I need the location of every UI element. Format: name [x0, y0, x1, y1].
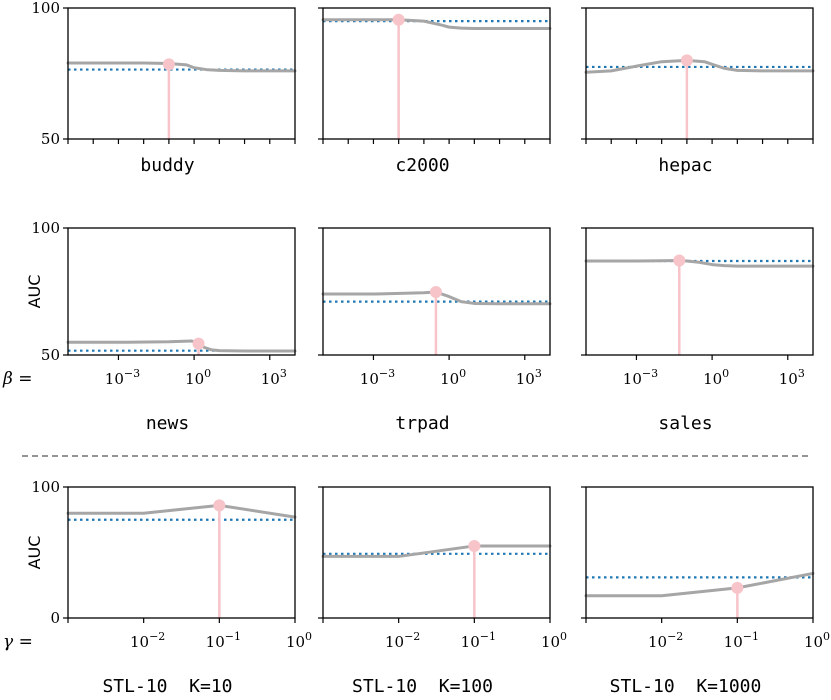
x-axis-label: β =: [2, 369, 32, 389]
x-tick-label: 100: [440, 367, 466, 388]
panel-title: STL-10 K=100: [352, 676, 493, 697]
y-tick-label: 100: [31, 478, 60, 496]
plot-frame: [67, 7, 296, 140]
best-point: [673, 254, 686, 267]
series-line: [584, 571, 815, 598]
panel-title: hepac: [658, 155, 712, 176]
panel-title: news: [146, 413, 189, 434]
x-tick-label: 10−3: [360, 367, 395, 388]
panel-6: 0 100 10−2 10−1 100 γ = AUC STL-10 K=10: [3, 478, 312, 697]
series-line: [584, 259, 815, 268]
panel-8: 10−2 10−1 100 STL-10 K=1000: [581, 486, 830, 697]
panel-3: 50 100 10−3 100 103 β = AUC news: [2, 219, 297, 434]
x-tick-label: 10−3: [105, 367, 140, 388]
x-tick-label: 100: [703, 367, 729, 388]
panel-7: 10−2 10−1 100 STL-10 K=100: [318, 486, 567, 697]
series-line: [321, 18, 552, 30]
y-axis-label: AUC: [25, 536, 44, 570]
best-point: [392, 13, 405, 26]
x-tick-label: 10−3: [623, 367, 658, 388]
panel-5: 10−3 100 103 sales: [581, 227, 815, 434]
best-point: [192, 337, 205, 350]
series-line: [321, 290, 552, 306]
x-axis-label: γ =: [3, 632, 33, 652]
x-tick-label: 100: [185, 367, 211, 388]
x-tick-label: 100: [804, 630, 830, 651]
x-tick-label: 100: [286, 630, 312, 651]
best-point: [731, 581, 744, 594]
plot-frame: [585, 227, 814, 356]
x-tick-label: 10−1: [724, 630, 759, 651]
panel-title: c2000: [395, 155, 449, 176]
x-tick-label: 10−1: [461, 630, 496, 651]
plot-frame: [585, 486, 814, 619]
panel-4: 10−3 100 103 trpad: [318, 227, 552, 434]
y-axis-label: AUC: [25, 275, 44, 309]
x-tick-label: 103: [779, 367, 805, 388]
series-line: [321, 544, 552, 558]
panel-0: 50 100 buddy: [31, 0, 297, 176]
plot-frame: [322, 7, 551, 140]
x-tick-label: 100: [541, 630, 567, 651]
y-tick-label: 50: [41, 346, 60, 364]
panel-1: c2000: [318, 7, 552, 176]
best-point: [680, 54, 693, 67]
best-point: [468, 539, 481, 552]
x-tick-label: 10−1: [206, 630, 241, 651]
x-tick-label: 103: [261, 367, 287, 388]
plot-frame: [322, 486, 551, 619]
series-line: [584, 58, 815, 74]
best-point: [429, 286, 442, 299]
x-tick-label: 10−2: [385, 630, 420, 651]
panel-title: sales: [658, 413, 712, 434]
panel-2: hepac: [581, 7, 815, 176]
x-tick-label: 103: [516, 367, 542, 388]
y-tick-label: 0: [50, 609, 60, 627]
plot-frame: [67, 486, 296, 619]
panel-title: trpad: [395, 413, 449, 434]
panel-title: STL-10 K=1000: [610, 676, 762, 697]
series-line: [66, 61, 297, 73]
best-point: [213, 499, 226, 512]
x-tick-label: 10−2: [648, 630, 683, 651]
x-tick-label: 10−2: [130, 630, 165, 651]
plot-frame: [585, 7, 814, 140]
series-line: [66, 339, 297, 353]
panel-title: STL-10 K=10: [102, 676, 232, 697]
plot-frame: [322, 227, 551, 356]
best-point: [162, 58, 175, 71]
plot-frame: [67, 227, 296, 356]
y-tick-label: 100: [31, 0, 60, 17]
panel-title: buddy: [140, 155, 194, 176]
y-tick-label: 100: [31, 219, 60, 237]
series-line: [66, 503, 297, 519]
y-tick-label: 50: [41, 130, 60, 148]
